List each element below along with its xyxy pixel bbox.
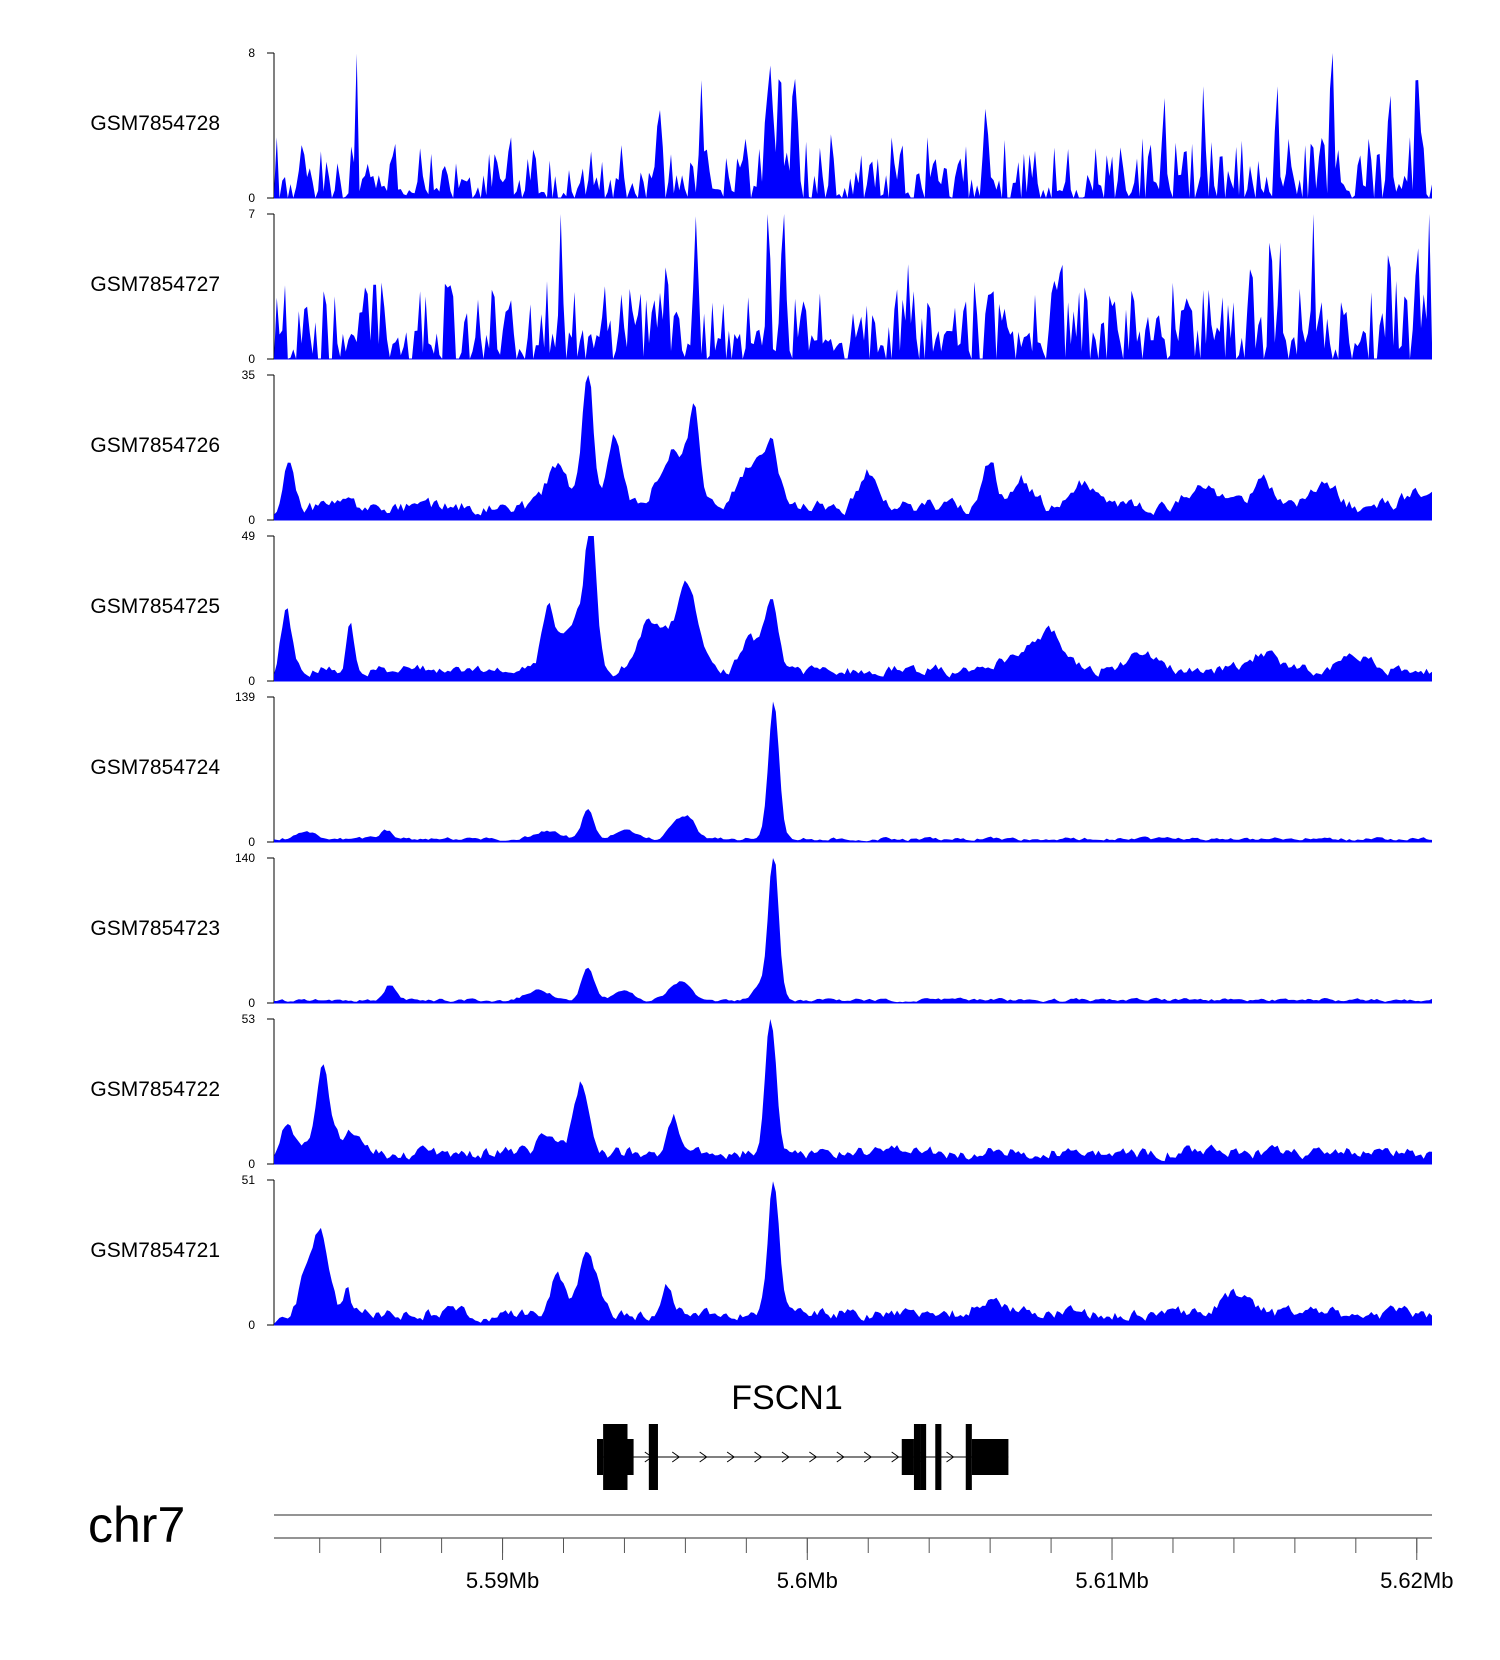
- strand-arrow: [891, 1451, 900, 1463]
- exon-cds: [913, 1424, 921, 1490]
- genomic-axis: chr7 5.59Mb 5.6Mb 5.61Mb 5.62Mb: [88, 1497, 1453, 1593]
- track-name: GSM7854726: [90, 434, 220, 457]
- strand-arrow: [699, 1451, 708, 1463]
- strand-arrow: [946, 1451, 955, 1463]
- y-max-label: 8: [248, 46, 255, 60]
- chromosome-label: chr7: [88, 1497, 185, 1553]
- exon-cds: [648, 1424, 658, 1490]
- track-name: GSM7854723: [90, 917, 220, 940]
- strand-arrow: [836, 1451, 845, 1463]
- strand-arrow: [754, 1451, 763, 1463]
- track-gsm7854725: GSM7854725 49 0: [90, 529, 1432, 688]
- strand-arrow: [809, 1451, 818, 1463]
- y-max-label: 53: [242, 1012, 256, 1026]
- x-tick-label: 5.61Mb: [1075, 1568, 1148, 1593]
- y-min-label: 0: [248, 1318, 255, 1332]
- track-name: GSM7854722: [90, 1078, 220, 1101]
- track-name: GSM7854721: [90, 1239, 220, 1262]
- gene-annotation-track: FSCN1: [597, 1379, 1009, 1490]
- strand-arrow: [726, 1451, 735, 1463]
- y-min-label: 0: [248, 996, 255, 1010]
- y-min-label: 0: [248, 835, 255, 849]
- strand-arrow: [671, 1451, 681, 1463]
- coverage-area: [274, 53, 1432, 198]
- coverage-area: [274, 858, 1432, 1003]
- track-gsm7854728: GSM7854728 8 0: [90, 46, 1432, 205]
- coverage-area: [274, 536, 1432, 681]
- x-tick-label: 5.59Mb: [466, 1568, 539, 1593]
- y-min-label: 0: [248, 191, 255, 205]
- gene-label: FSCN1: [731, 1379, 842, 1417]
- y-min-label: 0: [248, 1157, 255, 1171]
- exon-cds: [603, 1424, 628, 1490]
- y-min-label: 0: [248, 352, 255, 366]
- track-name: GSM7854728: [90, 112, 220, 135]
- exon-utr: [971, 1439, 1009, 1475]
- y-min-label: 0: [248, 674, 255, 688]
- coverage-area: [274, 1181, 1432, 1325]
- exon-cds: [965, 1424, 972, 1490]
- exon-cds: [920, 1424, 927, 1490]
- exon-utr: [597, 1439, 604, 1475]
- track-name: GSM7854725: [90, 595, 220, 618]
- track-gsm7854724: GSM7854724 139 0: [90, 690, 1432, 849]
- track-gsm7854722: GSM7854722 53 0: [90, 1012, 1432, 1171]
- y-max-label: 35: [242, 368, 256, 382]
- track-name: GSM7854727: [90, 273, 220, 296]
- coverage-area: [274, 214, 1432, 359]
- x-tick-label: 5.62Mb: [1380, 1568, 1453, 1593]
- y-max-label: 49: [242, 529, 256, 543]
- track-gsm7854723: GSM7854723 140 0: [90, 851, 1432, 1010]
- y-max-label: 7: [248, 207, 255, 221]
- exon-utr: [901, 1439, 914, 1475]
- track-gsm7854721: GSM7854721 51 0: [90, 1173, 1432, 1332]
- track-gsm7854727: GSM7854727 7 0: [90, 207, 1432, 366]
- y-max-label: 140: [235, 851, 255, 865]
- strand-arrow: [863, 1451, 873, 1463]
- strand-arrow: [781, 1451, 790, 1463]
- exon-utr: [627, 1439, 634, 1475]
- coverage-tracks: GSM785472880GSM785472770GSM7854726350GSM…: [90, 46, 1432, 1332]
- track-gsm7854726: GSM7854726 35 0: [90, 368, 1432, 527]
- exon-cds: [935, 1424, 942, 1490]
- x-tick-label: 5.6Mb: [777, 1568, 838, 1593]
- y-min-label: 0: [248, 513, 255, 527]
- track-name: GSM7854724: [90, 756, 220, 779]
- coverage-area: [274, 375, 1432, 520]
- coverage-area: [274, 1019, 1432, 1164]
- y-max-label: 51: [242, 1173, 256, 1187]
- y-max-label: 139: [235, 690, 255, 704]
- coverage-area: [274, 701, 1432, 842]
